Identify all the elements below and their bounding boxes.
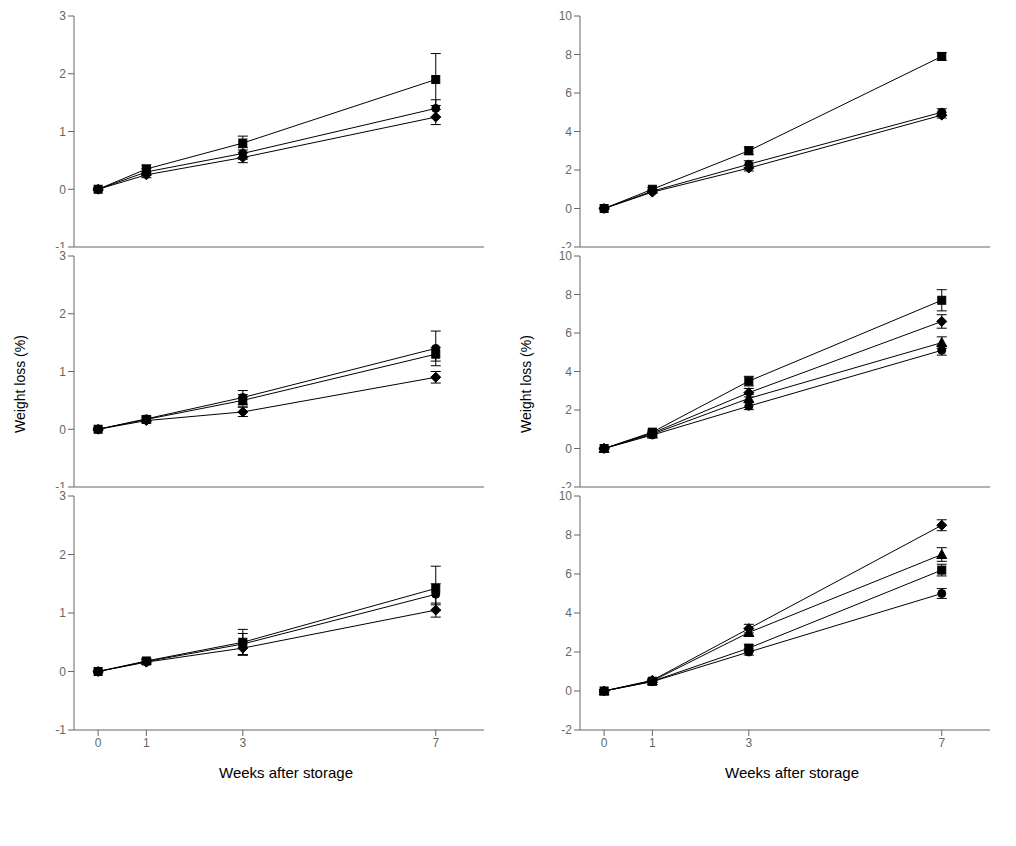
svg-text:0: 0 bbox=[565, 442, 572, 456]
svg-text:3: 3 bbox=[745, 736, 752, 750]
svg-text:-1: -1 bbox=[55, 723, 66, 737]
svg-text:6: 6 bbox=[565, 86, 572, 100]
svg-text:-1: -1 bbox=[55, 240, 66, 248]
svg-text:2: 2 bbox=[59, 307, 66, 321]
svg-text:1: 1 bbox=[59, 125, 66, 139]
svg-text:0: 0 bbox=[565, 202, 572, 216]
svg-text:2: 2 bbox=[565, 403, 572, 417]
svg-text:3: 3 bbox=[59, 489, 66, 503]
svg-text:2: 2 bbox=[59, 67, 66, 81]
svg-text:6: 6 bbox=[565, 567, 572, 581]
svg-text:-2: -2 bbox=[561, 240, 572, 248]
svg-text:0: 0 bbox=[59, 423, 66, 437]
svg-text:Weight loss (%): Weight loss (%) bbox=[518, 335, 534, 433]
svg-text:7: 7 bbox=[938, 736, 945, 750]
svg-text:6: 6 bbox=[565, 326, 572, 340]
svg-text:0: 0 bbox=[601, 736, 608, 750]
svg-text:Weight loss (%): Weight loss (%) bbox=[12, 335, 28, 433]
svg-text:4: 4 bbox=[565, 606, 572, 620]
svg-text:0: 0 bbox=[59, 183, 66, 197]
svg-text:3: 3 bbox=[59, 249, 66, 263]
svg-text:3: 3 bbox=[239, 736, 246, 750]
svg-text:10: 10 bbox=[559, 489, 573, 503]
svg-text:10: 10 bbox=[559, 9, 573, 23]
svg-text:1: 1 bbox=[649, 736, 656, 750]
svg-text:0: 0 bbox=[59, 665, 66, 679]
svg-text:-2: -2 bbox=[561, 723, 572, 737]
svg-text:8: 8 bbox=[565, 288, 572, 302]
svg-text:10: 10 bbox=[559, 249, 573, 263]
svg-text:1: 1 bbox=[59, 606, 66, 620]
svg-text:0: 0 bbox=[565, 684, 572, 698]
svg-text:4: 4 bbox=[565, 125, 572, 139]
svg-text:1: 1 bbox=[143, 736, 150, 750]
svg-text:-2: -2 bbox=[561, 480, 572, 488]
svg-text:1: 1 bbox=[59, 365, 66, 379]
html-text:Weeks after storage: Weeks after storage bbox=[725, 764, 859, 781]
svg-text:-1: -1 bbox=[55, 480, 66, 488]
html-text:Weeks after storage: Weeks after storage bbox=[219, 764, 353, 781]
svg-text:7: 7 bbox=[432, 736, 439, 750]
svg-text:2: 2 bbox=[59, 548, 66, 562]
svg-text:8: 8 bbox=[565, 48, 572, 62]
svg-text:8: 8 bbox=[565, 528, 572, 542]
svg-text:0: 0 bbox=[95, 736, 102, 750]
svg-text:3: 3 bbox=[59, 9, 66, 23]
svg-text:2: 2 bbox=[565, 645, 572, 659]
svg-text:2: 2 bbox=[565, 163, 572, 177]
svg-text:4: 4 bbox=[565, 365, 572, 379]
